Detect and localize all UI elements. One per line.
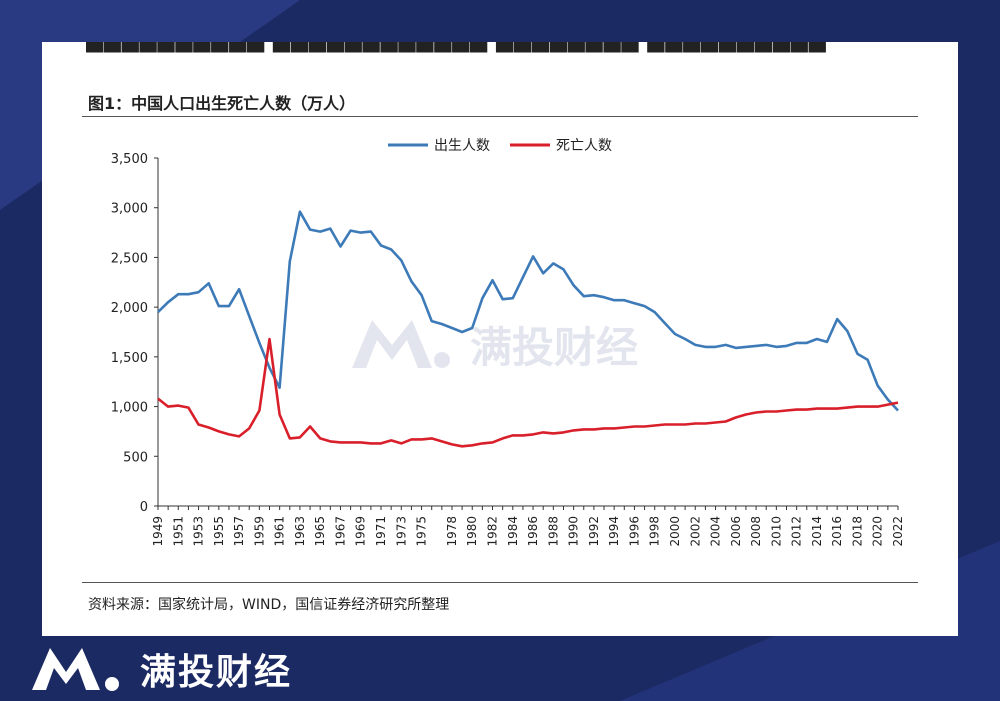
series-layer xyxy=(157,210,899,448)
x-tick-label: 2008 xyxy=(749,516,763,547)
x-tick-label: 1988 xyxy=(546,516,560,547)
x-tick-label: 2000 xyxy=(668,516,682,547)
y-tick-label: 2,000 xyxy=(111,301,148,316)
cropped-text-line: ██████████ ████████████ ████████ ███████… xyxy=(86,42,826,54)
brand-logo-icon xyxy=(32,648,119,691)
y-tick-label: 3,000 xyxy=(111,202,148,217)
source-rule xyxy=(82,582,918,583)
x-tick-label: 1973 xyxy=(394,516,408,547)
x-tick-label: 1967 xyxy=(333,516,347,547)
source-note: 资料来源：国家统计局，WIND，国信证券经济研究所整理 xyxy=(88,597,450,613)
y-tick-label: 1,500 xyxy=(111,351,148,366)
x-tick-label: 2014 xyxy=(810,516,824,547)
legend: 出生人数 死亡人数 xyxy=(388,138,612,154)
watermark: 满投财经 xyxy=(352,320,638,372)
x-tick-label: 1982 xyxy=(486,516,500,547)
x-tick-label: 2002 xyxy=(688,516,702,547)
x-tick-label: 1957 xyxy=(232,516,246,547)
x-tick-label: 1986 xyxy=(526,516,540,547)
x-tick-label: 2022 xyxy=(891,516,905,547)
x-tick-label: 1998 xyxy=(648,516,662,547)
figure-title: 图1：中国人口出生死亡人数（万人） xyxy=(88,94,356,113)
x-tick-label: 1961 xyxy=(273,516,287,547)
x-tick-label: 2010 xyxy=(769,516,783,547)
x-tick-label: 2020 xyxy=(871,516,885,547)
x-tick-label: 1992 xyxy=(587,516,601,547)
x-tick-label: 2012 xyxy=(790,516,804,547)
brand-name: 满投财经 xyxy=(140,652,293,693)
x-tick-label: 1996 xyxy=(627,516,641,547)
figure-card: ██████████ ████████████ ████████ ███████… xyxy=(42,42,958,636)
x-tick-label: 1984 xyxy=(506,516,520,547)
footer-logo: 满投财经 xyxy=(30,642,292,696)
x-tick-label: 2006 xyxy=(729,516,743,547)
y-tick-label: 1,000 xyxy=(111,401,148,416)
legend-label: 出生人数 xyxy=(434,138,490,154)
x-tick-label: 1969 xyxy=(354,516,368,547)
x-tick-label: 2016 xyxy=(830,516,844,547)
x-tick-label: 1955 xyxy=(212,516,226,547)
y-tick-label: 2,500 xyxy=(111,251,148,266)
legend-label: 死亡人数 xyxy=(556,138,612,154)
x-tick-label: 1953 xyxy=(192,516,206,547)
x-tick-label: 1971 xyxy=(374,516,388,547)
x-tick-label: 2018 xyxy=(850,516,864,547)
watermark-logo-icon xyxy=(352,320,432,368)
y-tick-label: 0 xyxy=(140,500,148,515)
x-tick-label: 1963 xyxy=(293,516,307,547)
watermark-logo-dot xyxy=(434,352,450,368)
x-tick-label: 1990 xyxy=(567,516,581,547)
x-tick-label: 1975 xyxy=(415,516,429,547)
x-tick-label: 1965 xyxy=(313,516,327,547)
y-tick-label: 500 xyxy=(123,450,148,465)
x-tick-label: 2004 xyxy=(709,516,723,547)
y-tick-label: 3,500 xyxy=(111,152,148,167)
x-tick-label: 1949 xyxy=(151,516,165,547)
death-series-line xyxy=(157,337,899,448)
x-tick-label: 1978 xyxy=(445,516,459,547)
axes: 0 500 1,000 1,500 2,000 2,500 3,000 3,500 1949 19… xyxy=(111,152,905,547)
x-tick-label: 1980 xyxy=(465,516,479,547)
x-tick-label: 1951 xyxy=(171,516,185,547)
x-tick-label: 1959 xyxy=(252,516,266,547)
x-tick-label: 1994 xyxy=(607,516,621,547)
title-rule xyxy=(82,116,918,117)
watermark-text: 满投财经 xyxy=(470,323,638,372)
birth-series-line xyxy=(157,210,899,412)
